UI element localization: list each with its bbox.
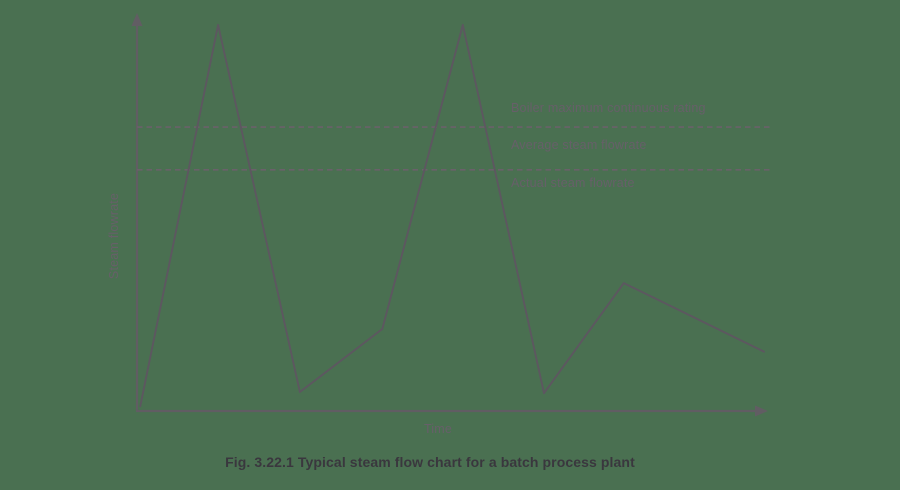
figure-caption: Fig. 3.22.1 Typical steam flow chart for… xyxy=(225,454,635,470)
label-actual-steam-flowrate: Actual steam flowrate xyxy=(511,176,635,190)
label-boiler-maximum-continuous-rating: Boiler maximum continuous rating xyxy=(511,101,706,115)
x-axis-label: Time xyxy=(423,422,453,436)
label-average-steam-flowrate: Average steam flowrate xyxy=(511,138,647,152)
y-axis-label: Steam flowrate xyxy=(107,192,121,280)
